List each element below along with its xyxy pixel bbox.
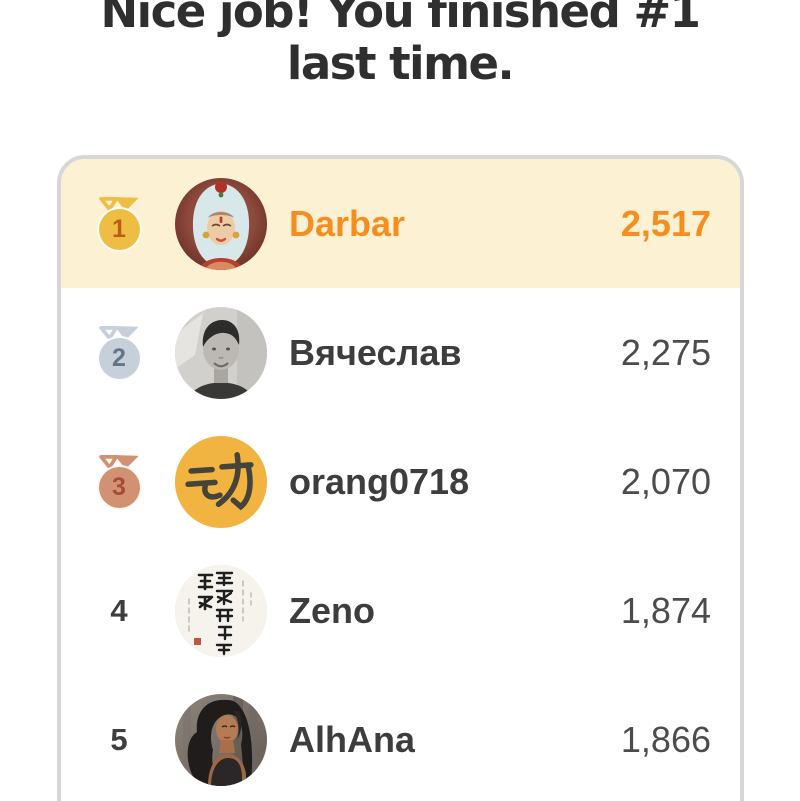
rank-number: 1 <box>112 214 126 243</box>
medal-ribbon-icon <box>99 325 139 340</box>
player-name: Вячеслав <box>289 331 462 373</box>
avatar-vyacheslav <box>175 306 267 399</box>
rank-slot-2: 2 <box>91 325 147 381</box>
leaderboard-row-5: 5 <box>61 675 740 801</box>
page-title-line-1: Nice job! You finished #1 <box>100 0 701 38</box>
rank-slot-5: 5 <box>91 722 147 758</box>
rank-number: 4 <box>110 592 128 628</box>
player-score: 2,275 <box>620 331 711 373</box>
page-title-line-2: last time. <box>286 37 515 90</box>
avatar-zeno <box>175 564 267 657</box>
player-name: orang0718 <box>289 460 470 502</box>
rank-slot-4: 4 <box>91 593 147 629</box>
leaderboard-row-4: 4 <box>61 546 740 675</box>
player-score: 1,874 <box>620 589 711 631</box>
silver-medal-icon: 2 <box>93 325 145 381</box>
player-name: Zeno <box>289 589 375 631</box>
gold-medal-icon: 1 <box>93 196 145 252</box>
medal-ribbon-icon <box>99 454 139 469</box>
rank-slot-3: 3 <box>91 454 147 510</box>
rank-number: 3 <box>112 472 126 501</box>
rank-slot-1: 1 <box>91 196 147 252</box>
player-name: Darbar <box>289 202 406 244</box>
rank-number: 5 <box>110 721 128 757</box>
page-title: Nice job! You finished #1 last time. <box>0 0 800 90</box>
avatar-orang0718 <box>175 435 267 528</box>
avatar-alhana <box>175 693 267 786</box>
leaderboard-row-3: 3 orang0718 2,070 <box>61 417 740 546</box>
avatar-darbar <box>175 177 267 270</box>
leaderboard-card: 1 <box>57 155 744 801</box>
medal-ribbon-icon <box>99 196 139 211</box>
player-name: AlhAna <box>289 718 415 760</box>
leaderboard-row-2: 2 Вячеслав <box>61 288 740 417</box>
player-score: 1,866 <box>620 718 711 760</box>
player-score: 2,517 <box>620 202 711 244</box>
bronze-medal-icon: 3 <box>93 454 145 510</box>
rank-number: 2 <box>112 343 126 372</box>
leaderboard-row-1: 1 <box>61 159 740 288</box>
player-score: 2,070 <box>620 460 711 502</box>
